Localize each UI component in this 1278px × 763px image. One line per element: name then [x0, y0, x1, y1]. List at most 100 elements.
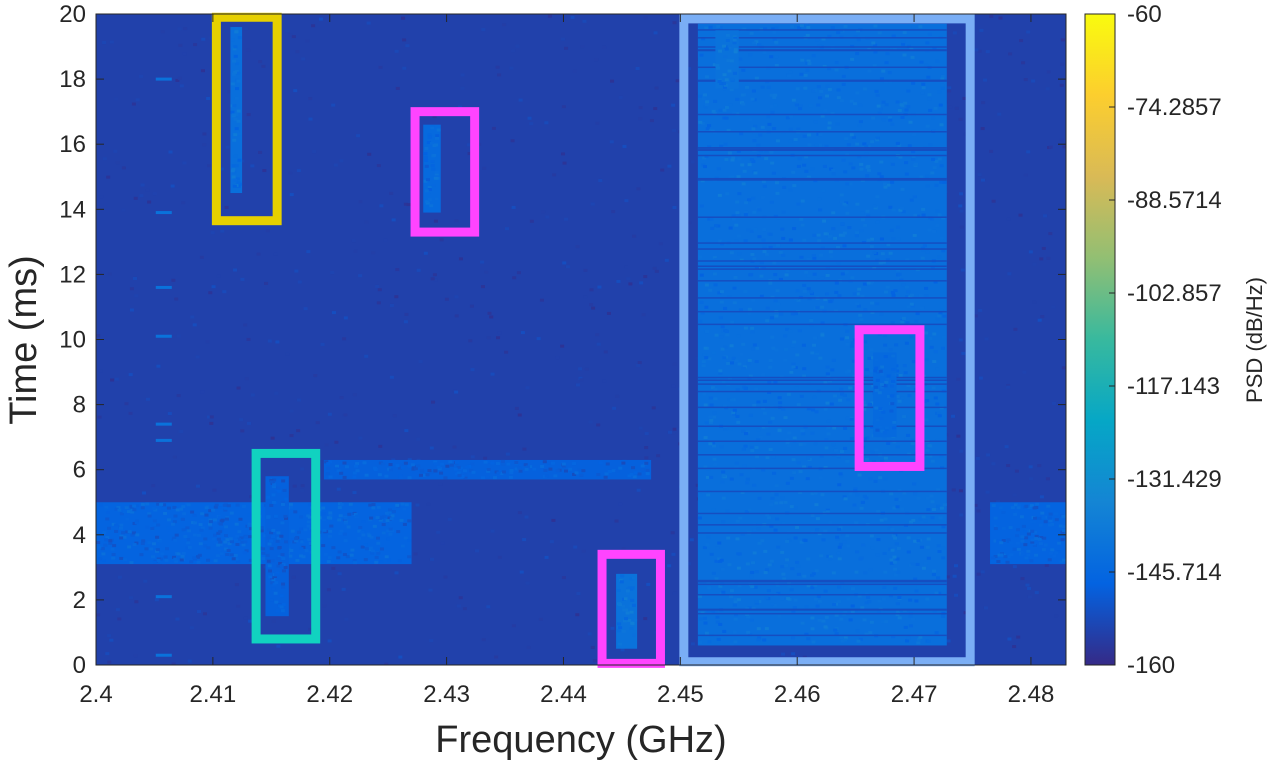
signal-texture	[747, 198, 752, 202]
signal-texture	[236, 71, 241, 75]
signal-texture	[733, 617, 738, 621]
signal-texture	[389, 517, 394, 521]
signal-texture	[786, 597, 791, 601]
signal-texture	[156, 523, 161, 527]
background-speckle	[177, 76, 182, 80]
signal-texture	[1030, 529, 1035, 533]
signal-texture	[825, 372, 830, 376]
signal-texture	[96, 552, 101, 556]
signal-texture	[698, 319, 703, 323]
background-speckle	[1054, 614, 1059, 618]
signal-texture	[517, 466, 522, 470]
signal-texture	[926, 537, 931, 541]
signal-texture	[741, 429, 746, 433]
signal-texture	[854, 570, 859, 574]
signal-texture	[363, 558, 368, 562]
signal-texture	[738, 308, 743, 312]
background-speckle	[358, 436, 363, 440]
signal-texture	[892, 560, 897, 564]
signal-texture	[402, 522, 407, 526]
signal-texture	[817, 618, 822, 622]
background-speckle	[115, 161, 120, 165]
background-speckle	[481, 28, 486, 32]
signal-texture	[223, 547, 228, 551]
background-speckle	[983, 78, 988, 82]
signal-texture	[388, 508, 393, 512]
signal-texture	[939, 164, 944, 168]
background-speckle	[529, 122, 534, 126]
signal-texture	[219, 519, 224, 523]
signal-texture	[269, 547, 274, 551]
signal-texture	[280, 609, 285, 613]
signal-texture	[400, 544, 405, 548]
signal-texture	[735, 97, 740, 101]
signal-texture	[360, 530, 365, 534]
background-speckle	[687, 562, 692, 566]
signal-texture	[219, 552, 224, 556]
signal-texture	[276, 557, 281, 561]
signal-texture	[916, 496, 921, 500]
signal-texture	[756, 428, 761, 432]
signal-texture	[771, 171, 776, 175]
signal-texture	[780, 227, 785, 231]
signal-texture	[783, 416, 788, 420]
signal-texture	[864, 496, 869, 500]
signal-texture	[876, 104, 881, 108]
background-speckle	[672, 427, 677, 431]
signal-texture	[940, 77, 945, 81]
signal-texture	[878, 261, 883, 265]
signal-texture	[900, 396, 905, 400]
signal-texture	[718, 239, 723, 243]
background-speckle	[575, 383, 580, 387]
signal-texture	[924, 294, 929, 298]
signal-texture	[745, 613, 750, 617]
signal-texture	[852, 292, 857, 296]
background-speckle	[644, 456, 649, 460]
signal-texture	[741, 342, 746, 346]
signal-texture	[897, 144, 902, 148]
signal-texture	[237, 537, 242, 541]
signal-texture	[789, 476, 794, 480]
signal-texture	[321, 544, 326, 548]
signal-texture	[897, 108, 902, 112]
signal-texture	[1041, 516, 1046, 520]
signal-texture	[632, 475, 637, 479]
background-speckle	[561, 105, 566, 109]
signal-gap-line	[697, 280, 947, 282]
background-speckle	[520, 331, 525, 335]
signal-texture	[427, 135, 432, 139]
background-speckle	[1006, 217, 1011, 221]
signal-texture	[1033, 516, 1038, 520]
signal-gap-line	[697, 177, 947, 180]
signal-texture	[206, 546, 211, 550]
signal-texture	[402, 507, 407, 511]
background-speckle	[404, 312, 409, 316]
signal-texture	[192, 533, 197, 537]
signal-texture	[874, 358, 879, 362]
signal-texture	[752, 257, 757, 261]
signal-texture	[875, 370, 880, 374]
signal-texture	[904, 341, 909, 345]
signal-texture	[938, 311, 943, 315]
signal-texture	[443, 476, 448, 480]
background-speckle	[403, 202, 408, 206]
background-speckle	[561, 37, 566, 41]
signal-texture	[806, 637, 811, 641]
signal-texture	[753, 227, 758, 231]
signal-texture	[151, 542, 156, 546]
background-speckle	[689, 538, 694, 542]
signal-texture	[748, 53, 753, 57]
signal-texture	[820, 246, 825, 250]
signal-pulse	[155, 595, 172, 599]
signal-texture	[911, 25, 916, 29]
signal-texture	[921, 82, 926, 86]
background-speckle	[308, 627, 313, 631]
signal-texture	[469, 469, 474, 473]
signal-texture	[495, 473, 500, 477]
background-speckle	[487, 311, 492, 315]
signal-texture	[105, 517, 110, 521]
signal-texture	[925, 174, 930, 178]
signal-texture	[247, 530, 252, 534]
signal-texture	[800, 429, 805, 433]
background-speckle	[575, 245, 580, 249]
